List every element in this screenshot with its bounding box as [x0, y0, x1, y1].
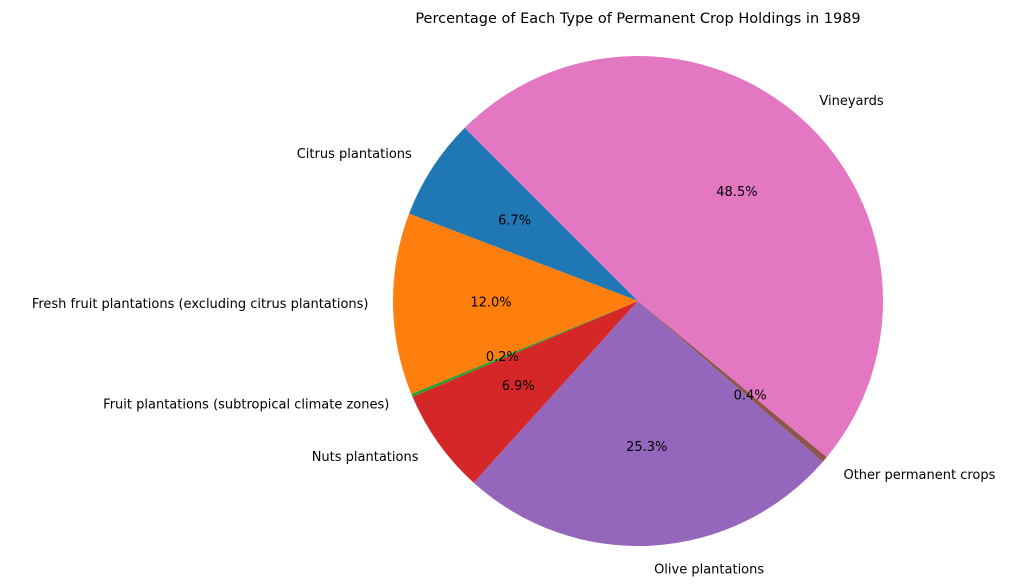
- pie-slice: [409, 127, 638, 301]
- percent-label: 12.0%: [470, 295, 511, 310]
- chart-title: Percentage of Each Type of Permanent Cro…: [415, 11, 860, 27]
- slice-label: Fresh fruit plantations (excluding citru…: [32, 297, 369, 312]
- pie-slice: [412, 301, 638, 483]
- slice-label: Nuts plantations: [312, 450, 419, 465]
- percent-label: 0.4%: [734, 389, 767, 404]
- percent-label: 6.7%: [498, 214, 531, 229]
- slice-label: Vineyards: [819, 94, 883, 109]
- pie-slice: [473, 301, 823, 546]
- slice-label: Fruit plantations (subtropical climate z…: [103, 397, 389, 412]
- percent-labels: 6.7% 12.0% 0.2% 6.9% 25.3% 0.4% 48.5%: [470, 185, 766, 455]
- pie-slice: [464, 56, 883, 458]
- percent-label: 0.2%: [486, 350, 519, 365]
- pie-slice: [393, 213, 638, 395]
- pie-slice: [638, 301, 827, 462]
- pie-slices: [393, 56, 883, 546]
- slice-label: Other permanent crops: [843, 468, 995, 483]
- slice-label: Olive plantations: [654, 563, 764, 578]
- percent-label: 6.9%: [502, 379, 535, 394]
- slice-labels: Citrus plantations Fresh fruit plantation…: [32, 94, 996, 577]
- percent-label: 48.5%: [716, 185, 757, 200]
- pie-slice: [411, 301, 638, 397]
- percent-label: 25.3%: [626, 440, 667, 455]
- slice-label: Citrus plantations: [297, 147, 412, 162]
